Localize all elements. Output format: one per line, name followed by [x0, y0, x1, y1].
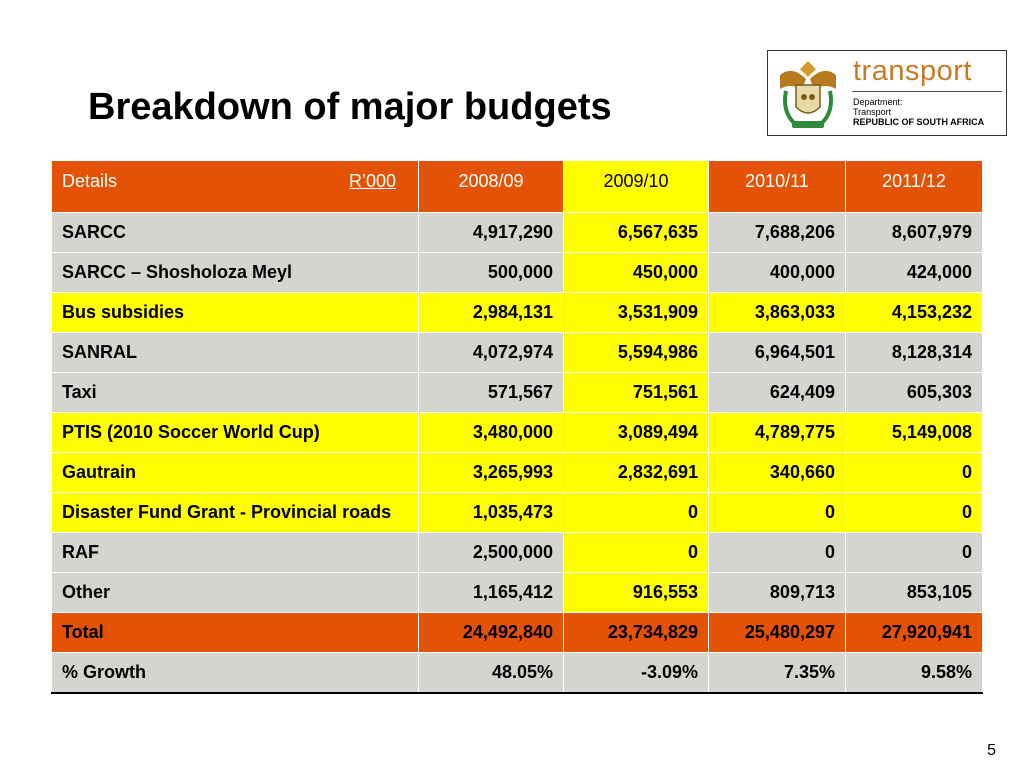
cell-value: 8,607,979: [845, 212, 983, 253]
header-details-label: Details: [62, 171, 118, 191]
table-row: PTIS (2010 Soccer World Cup) 3,480,000 3…: [51, 412, 983, 453]
cell-value: 3,265,993: [418, 452, 564, 493]
cell-value: 1,165,412: [418, 572, 564, 613]
cell-value: 2,500,000: [418, 532, 564, 573]
cell-value: 916,553: [563, 572, 709, 613]
cell-value: 0: [563, 492, 709, 533]
logo-divider: [852, 91, 1002, 92]
header-details-cell: Details R’000: [51, 160, 419, 213]
cell-value: 5,149,008: [845, 412, 983, 453]
row-label: Other: [51, 572, 419, 613]
cell-value: 0: [563, 532, 709, 573]
cell-value: -3.09%: [563, 652, 709, 694]
table-row: RAF 2,500,000 0 0 0: [51, 532, 983, 573]
header-year-2008-09: 2008/09: [418, 160, 564, 213]
table-row: Taxi 571,567 751,561 624,409 605,303: [51, 372, 983, 413]
row-label: Total: [51, 612, 419, 653]
logo-department-label: Department:: [853, 97, 903, 107]
cell-value: 424,000: [845, 252, 983, 293]
cell-value: 571,567: [418, 372, 564, 413]
cell-value: 3,480,000: [418, 412, 564, 453]
cell-value: 7,688,206: [708, 212, 846, 253]
cell-value: 9.58%: [845, 652, 983, 694]
cell-value: 23,734,829: [563, 612, 709, 653]
table-row: Other 1,165,412 916,553 809,713 853,105: [51, 572, 983, 613]
cell-value: 0: [845, 492, 983, 533]
row-label: SARCC: [51, 212, 419, 253]
cell-value: 450,000: [563, 252, 709, 293]
logo-department-name: Transport: [853, 107, 892, 117]
cell-value: 2,984,131: [418, 292, 564, 333]
cell-value: 6,964,501: [708, 332, 846, 373]
cell-value: 4,072,974: [418, 332, 564, 373]
row-label: % Growth: [51, 652, 419, 694]
cell-value: 0: [845, 532, 983, 573]
header-year-2011-12: 2011/12: [845, 160, 983, 213]
cell-value: 8,128,314: [845, 332, 983, 373]
logo-wordmark: transport: [853, 55, 972, 87]
cell-value: 751,561: [563, 372, 709, 413]
cell-value: 3,863,033: [708, 292, 846, 333]
table-row: Gautrain 3,265,993 2,832,691 340,660 0: [51, 452, 983, 493]
table-header-row: Details R’000 2008/09 2009/10 2010/11 20…: [51, 160, 983, 213]
cell-value: 27,920,941: [845, 612, 983, 653]
cell-value: 7.35%: [708, 652, 846, 694]
cell-value: 0: [708, 532, 846, 573]
table-row: Bus subsidies 2,984,131 3,531,909 3,863,…: [51, 292, 983, 333]
header-year-2009-10: 2009/10: [563, 160, 709, 213]
cell-value: 809,713: [708, 572, 846, 613]
cell-value: 4,153,232: [845, 292, 983, 333]
cell-value: 4,789,775: [708, 412, 846, 453]
department-logo: transport Department: Transport REPUBLIC…: [767, 50, 1007, 136]
page-number: 5: [987, 742, 996, 759]
cell-value: 340,660: [708, 452, 846, 493]
table-row-total: Total 24,492,840 23,734,829 25,480,297 2…: [51, 612, 983, 653]
header-unit-label: R’000: [348, 171, 396, 191]
row-label: SARCC – Shosholoza Meyl: [51, 252, 419, 293]
cell-value: 624,409: [708, 372, 846, 413]
cell-value: 0: [708, 492, 846, 533]
south-africa-coat-of-arms-icon: [780, 61, 836, 128]
cell-value: 605,303: [845, 372, 983, 413]
cell-value: 25,480,297: [708, 612, 846, 653]
row-label: SANRAL: [51, 332, 419, 373]
budget-table: Details R’000 2008/09 2009/10 2010/11 20…: [51, 160, 983, 694]
cell-value: 1,035,473: [418, 492, 564, 533]
cell-value: 3,089,494: [563, 412, 709, 453]
row-label: Bus subsidies: [51, 292, 419, 333]
table-row: SARCC – Shosholoza Meyl 500,000 450,000 …: [51, 252, 983, 293]
cell-value: 3,531,909: [563, 292, 709, 333]
cell-value: 400,000: [708, 252, 846, 293]
cell-value: 5,594,986: [563, 332, 709, 373]
table-row-growth: % Growth 48.05% -3.09% 7.35% 9.58%: [51, 652, 983, 694]
row-label: RAF: [51, 532, 419, 573]
table-row: SARCC 4,917,290 6,567,635 7,688,206 8,60…: [51, 212, 983, 253]
cell-value: 500,000: [418, 252, 564, 293]
row-label: PTIS (2010 Soccer World Cup): [51, 412, 419, 453]
cell-value: 853,105: [845, 572, 983, 613]
cell-value: 4,917,290: [418, 212, 564, 253]
cell-value: 2,832,691: [563, 452, 709, 493]
cell-value: 24,492,840: [418, 612, 564, 653]
cell-value: 6,567,635: [563, 212, 709, 253]
header-year-2010-11: 2010/11: [708, 160, 846, 213]
row-label: Gautrain: [51, 452, 419, 493]
logo-country-name: REPUBLIC OF SOUTH AFRICA: [853, 117, 985, 127]
slide-title: Breakdown of major budgets: [88, 86, 612, 128]
row-label: Taxi: [51, 372, 419, 413]
cell-value: 48.05%: [418, 652, 564, 694]
row-label: Disaster Fund Grant - Provincial roads: [51, 492, 419, 533]
table-row: SANRAL 4,072,974 5,594,986 6,964,501 8,1…: [51, 332, 983, 373]
table-row: Disaster Fund Grant - Provincial roads 1…: [51, 492, 983, 533]
cell-value: 0: [845, 452, 983, 493]
